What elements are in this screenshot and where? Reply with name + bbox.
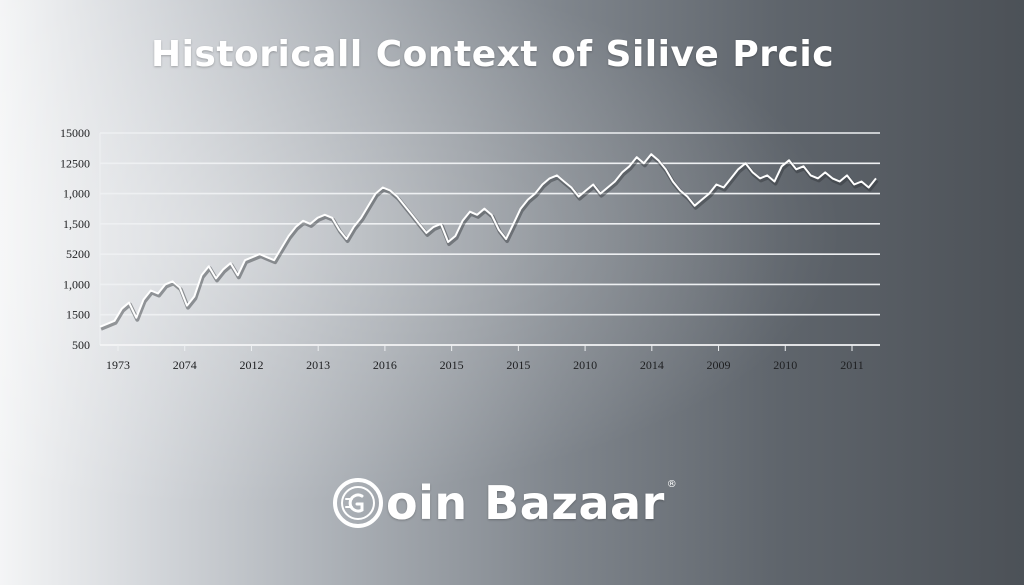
x-tick-label: 1973: [106, 358, 130, 372]
coin-icon: [333, 478, 383, 528]
x-tick-label: 2015: [506, 358, 530, 372]
x-tick-label: 2010: [773, 358, 797, 372]
chart-title: Historicall Context of Silive Prcic: [150, 34, 835, 75]
y-tick-label: 1,000: [63, 187, 90, 201]
series-line: [99, 153, 877, 328]
x-tick-label: 2010: [573, 358, 597, 372]
y-tick-label: 1500: [66, 308, 90, 322]
y-axis-tick-labels: 15000 12500 1,000 1,500 5200 1,000 1500 500: [60, 126, 90, 352]
y-tick-label: 15000: [60, 126, 90, 140]
y-tick-label: 5200: [66, 247, 90, 261]
registered-mark: ®: [666, 479, 677, 490]
series-line-shadow: [100, 154, 879, 331]
y-tick-label: 500: [72, 338, 90, 352]
y-tick-label: 1,000: [63, 277, 90, 291]
x-tick-label: 2074: [173, 358, 197, 372]
series-silver-price: [99, 153, 879, 331]
y-tick-label: 1,500: [63, 217, 90, 231]
brand-name: oin Bazaar: [386, 476, 665, 530]
grid-lines: [99, 132, 880, 351]
x-tick-label: 2013: [306, 358, 330, 372]
coin-bazaar-logo: oin Bazaar ®: [332, 473, 677, 533]
x-tick-label: 2016: [373, 358, 397, 372]
x-tick-label: 2009: [707, 358, 731, 372]
x-axis-tick-labels: 1973 2074 2012 2013 2016 2015 2015 2010 2014 2009…: [106, 358, 864, 372]
x-tick-label: 2014: [640, 358, 664, 372]
y-tick-label: 12500: [60, 156, 90, 170]
x-tick-label: 2011: [840, 358, 864, 372]
x-tick-label: 2012: [239, 358, 263, 372]
x-tick-label: 2015: [440, 358, 464, 372]
